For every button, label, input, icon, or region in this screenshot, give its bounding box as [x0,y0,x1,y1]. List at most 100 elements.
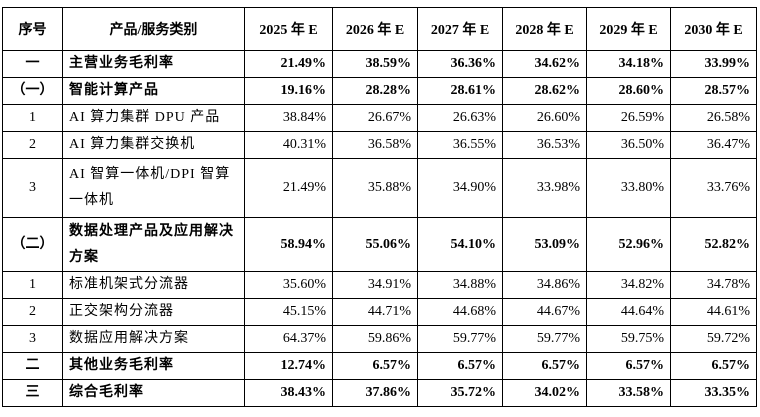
value-cell: 34.82% [586,271,671,299]
value-cell: 52.96% [586,217,671,272]
value-cell: 26.67% [332,104,418,132]
value-cell: 59.77% [502,325,587,353]
value-cell: 12.74% [244,352,333,380]
table-row: 2 AI 算力集群交换机 40.31% 36.58% 36.55% 36.53% 36.50… [2,131,757,159]
value-cell: 45.15% [244,298,333,326]
row-index: 3 [2,158,63,218]
category-cell: 标准机架式分流器 [62,271,245,299]
value-cell: 34.88% [417,271,503,299]
row-index: 三 [2,379,63,407]
value-cell: 54.10% [417,217,503,272]
margin-table: 序号 产品/服务类别 2025 年 E 2026 年 E 2027 年 E 2028 年 … [2,7,757,407]
category-cell: 正交架构分流器 [62,298,245,326]
category-cell: 其他业务毛利率 [62,352,245,380]
value-cell: 26.59% [586,104,671,132]
value-cell: 59.86% [332,325,418,353]
value-cell: 34.02% [502,379,587,407]
value-cell: 28.28% [332,77,418,105]
value-cell: 33.99% [670,50,757,78]
value-cell: 34.91% [332,271,418,299]
category-cell: 数据应用解决方案 [62,325,245,353]
table-row: 1 AI 算力集群 DPU 产品 38.84% 26.67% 26.63% 26.60% 2… [2,104,757,132]
value-cell: 26.63% [417,104,503,132]
row-index: 3 [2,325,63,353]
value-cell: 28.62% [502,77,587,105]
value-cell: 38.43% [244,379,333,407]
value-cell: 28.61% [417,77,503,105]
category-cell: 综合毛利率 [62,379,245,407]
table-row: 3 数据应用解决方案 64.37% 59.86% 59.77% 59.77% 59.75% 5… [2,325,757,353]
value-cell: 34.78% [670,271,757,299]
header-cell: 2025 年 E [244,7,333,51]
table-row: （二） 数据处理产品及应用解决方案 58.94% 55.06% 54.10% 53.09%… [2,217,757,272]
table-row: 2 正交架构分流器 45.15% 44.71% 44.68% 44.67% 44.64% 44… [2,298,757,326]
table-row: 1 标准机架式分流器 35.60% 34.91% 34.88% 34.86% 34.82% 3… [2,271,757,299]
value-cell: 6.57% [502,352,587,380]
value-cell: 6.57% [417,352,503,380]
category-cell: AI 算力集群 DPU 产品 [62,104,245,132]
header-cell: 序号 [2,7,63,51]
row-index: （二） [2,217,63,272]
header-cell: 2029 年 E [586,7,671,51]
value-cell: 44.64% [586,298,671,326]
value-cell: 36.50% [586,131,671,159]
value-cell: 6.57% [332,352,418,380]
value-cell: 34.86% [502,271,587,299]
value-cell: 38.84% [244,104,333,132]
value-cell: 36.53% [502,131,587,159]
value-cell: 36.36% [417,50,503,78]
value-cell: 34.62% [502,50,587,78]
value-cell: 28.57% [670,77,757,105]
row-index: 1 [2,271,63,299]
value-cell: 38.59% [332,50,418,78]
value-cell: 36.58% [332,131,418,159]
value-cell: 33.98% [502,158,587,218]
table-row: 三综合毛利率 38.43% 37.86% 35.72% 34.02% 33.58% 33.3… [2,379,757,407]
value-cell: 28.60% [586,77,671,105]
row-index: 2 [2,131,63,159]
table-row: 一主营业务毛利率 21.49% 38.59% 36.36% 34.62% 34.18% 33… [2,50,757,78]
table-row: 二其他业务毛利率 12.74% 6.57% 6.57% 6.57% 6.57% 6.57% [2,352,757,380]
value-cell: 33.76% [670,158,757,218]
value-cell: 44.68% [417,298,503,326]
row-index: 一 [2,50,63,78]
header-cell: 2026 年 E [332,7,418,51]
header-row: 序号 产品/服务类别 2025 年 E 2026 年 E 2027 年 E 2028 年 … [2,7,757,51]
header-cell: 2028 年 E [502,7,587,51]
value-cell: 21.49% [244,50,333,78]
row-index: 二 [2,352,63,380]
value-cell: 59.75% [586,325,671,353]
value-cell: 26.58% [670,104,757,132]
table-row: 3 AI 智算一体机/DPI 智算一体机 21.49% 35.88% 34.90% 33.… [2,158,757,218]
value-cell: 53.09% [502,217,587,272]
value-cell: 6.57% [586,352,671,380]
category-cell: AI 智算一体机/DPI 智算一体机 [62,158,245,218]
value-cell: 59.77% [417,325,503,353]
value-cell: 40.31% [244,131,333,159]
category-cell: 智能计算产品 [62,77,245,105]
value-cell: 35.72% [417,379,503,407]
row-index: （一） [2,77,63,105]
value-cell: 6.57% [670,352,757,380]
value-cell: 59.72% [670,325,757,353]
value-cell: 36.47% [670,131,757,159]
value-cell: 34.90% [417,158,503,218]
value-cell: 37.86% [332,379,418,407]
value-cell: 44.61% [670,298,757,326]
value-cell: 44.71% [332,298,418,326]
row-index: 1 [2,104,63,132]
category-cell: 数据处理产品及应用解决方案 [62,217,245,272]
value-cell: 34.18% [586,50,671,78]
row-index: 2 [2,298,63,326]
category-cell: AI 算力集群交换机 [62,131,245,159]
table-row: （一） 智能计算产品 19.16% 28.28% 28.61% 28.62% 28.60% 2… [2,77,757,105]
value-cell: 52.82% [670,217,757,272]
value-cell: 33.58% [586,379,671,407]
value-cell: 64.37% [244,325,333,353]
value-cell: 35.88% [332,158,418,218]
value-cell: 21.49% [244,158,333,218]
value-cell: 44.67% [502,298,587,326]
value-cell: 55.06% [332,217,418,272]
value-cell: 36.55% [417,131,503,159]
